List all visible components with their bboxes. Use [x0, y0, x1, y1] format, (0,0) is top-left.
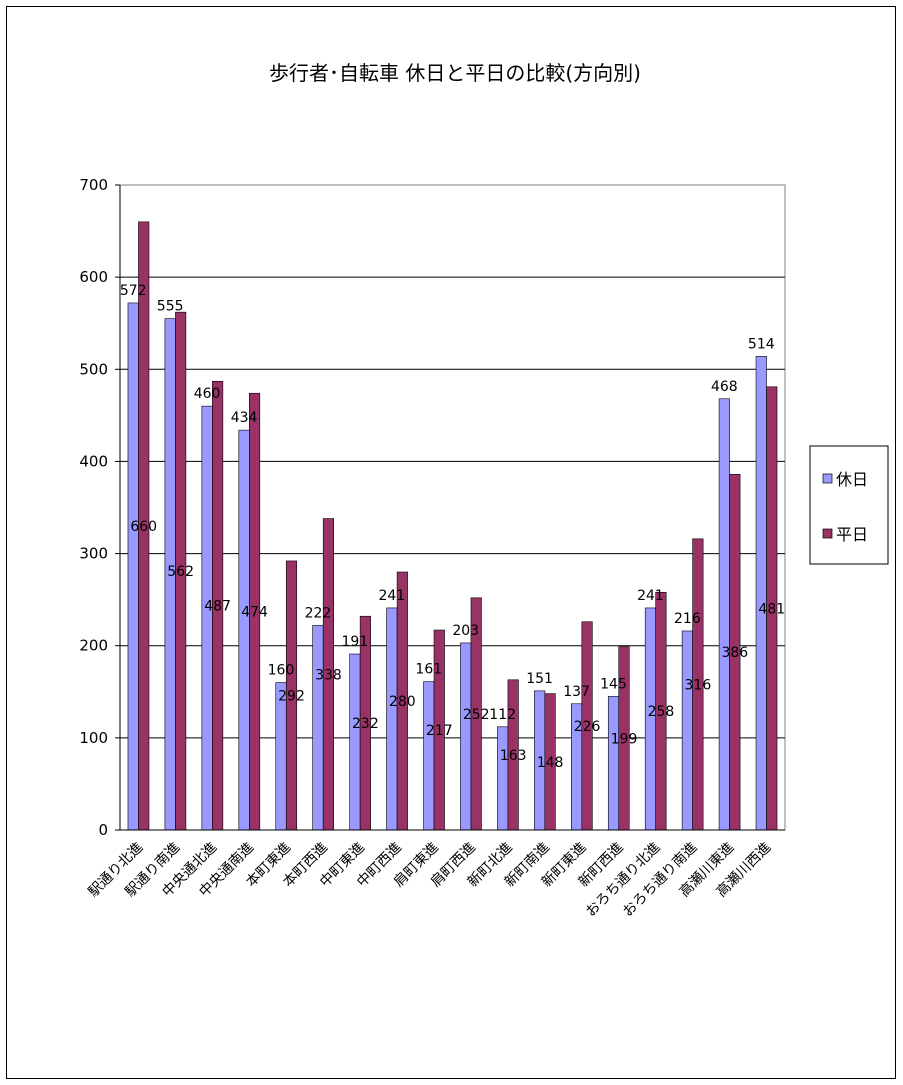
data-label-holiday: 137: [563, 684, 590, 700]
bar-holiday: [238, 429, 250, 831]
bar-holiday: [607, 696, 620, 831]
data-label-holiday: 460: [194, 386, 221, 402]
data-label-weekday: 199: [611, 731, 638, 747]
legend-box: [809, 445, 889, 565]
data-label-holiday: 241: [637, 588, 664, 604]
data-label-weekday: 163: [500, 748, 527, 764]
data-label-holiday: 161: [415, 662, 442, 678]
bar-holiday: [275, 682, 287, 831]
chart-title: 歩行者･自転車 休日と平日の比較(方向別): [269, 61, 641, 85]
data-labels: 572 660 555 562 460 487 434 474 160 292 222 338 191 2…: [120, 283, 785, 771]
data-label-weekday: 481: [758, 601, 785, 617]
data-label-holiday: 222: [305, 605, 332, 621]
legend-label-holiday: 休日: [836, 470, 868, 489]
bar-holiday: [312, 625, 324, 831]
bar-holiday: [497, 726, 509, 831]
bar-holiday: [460, 642, 472, 831]
y-tick-label: 500: [79, 360, 108, 378]
data-label-holiday: 151: [526, 671, 553, 687]
y-tick-label: 600: [79, 268, 108, 286]
bar-holiday: [423, 681, 435, 831]
data-label-holiday: 160: [268, 663, 295, 679]
data-label-weekday: 258: [648, 704, 675, 720]
bar-holiday: [201, 405, 213, 831]
bar-holiday: [386, 607, 398, 831]
data-label-holiday: 203: [452, 623, 479, 639]
legend-label-weekday: 平日: [836, 525, 868, 544]
data-label-weekday: 487: [204, 599, 231, 615]
y-tick-label: 0: [98, 821, 108, 839]
legend-swatch-holiday: [822, 473, 833, 484]
data-label-holiday: 514: [748, 336, 775, 352]
y-tick-label: 400: [79, 452, 108, 470]
data-label-holiday: 468: [711, 379, 738, 395]
data-label-weekday: 660: [130, 519, 157, 535]
data-label-weekday: 232: [352, 716, 379, 732]
bar-holiday: [127, 302, 139, 831]
data-label-weekday: 292: [278, 688, 305, 704]
bar-holiday: [755, 356, 767, 831]
bar-holiday: [349, 653, 361, 831]
gridlines: [120, 276, 785, 739]
data-label-holiday: 572: [120, 283, 147, 299]
bars: [127, 221, 778, 831]
bar-holiday: [718, 398, 730, 831]
data-label-holiday: 191: [342, 634, 369, 650]
data-label-weekday: 316: [685, 677, 712, 693]
data-label-weekday: 217: [426, 723, 453, 739]
data-label-holiday: 145: [600, 676, 627, 692]
data-label-weekday: 148: [537, 755, 564, 771]
data-label-weekday: 386: [721, 645, 748, 661]
data-label-holiday: 434: [231, 410, 258, 426]
bar-holiday: [681, 630, 693, 831]
y-tick-label: 300: [79, 545, 108, 563]
data-label-holiday: 112: [489, 707, 516, 723]
data-label-weekday: 338: [315, 667, 342, 683]
data-label-weekday: 226: [574, 719, 601, 735]
y-tick-label: 200: [79, 637, 108, 655]
data-label-holiday: 216: [674, 611, 701, 627]
y-tick-label: 700: [79, 176, 108, 194]
legend: 休日 平日: [809, 445, 889, 565]
data-label-weekday: 474: [241, 605, 268, 621]
data-label-holiday: 555: [157, 299, 184, 315]
y-tick-label: 100: [79, 729, 108, 747]
data-label-weekday: 562: [167, 564, 194, 580]
data-label-holiday: 241: [378, 588, 405, 604]
plot-area: [119, 184, 786, 831]
data-label-weekday: 280: [389, 694, 416, 710]
legend-swatch-weekday: [822, 528, 833, 539]
data-label-weekday: 252: [463, 707, 490, 723]
y-axis-ticks: 0 100 200 300 400 500 600 700: [79, 176, 120, 839]
x-axis-categories: 駅通り北進駅通り南進中央通北進中央通南進本町東進本町西進中町東進中町西進肩町東進…: [85, 839, 774, 920]
